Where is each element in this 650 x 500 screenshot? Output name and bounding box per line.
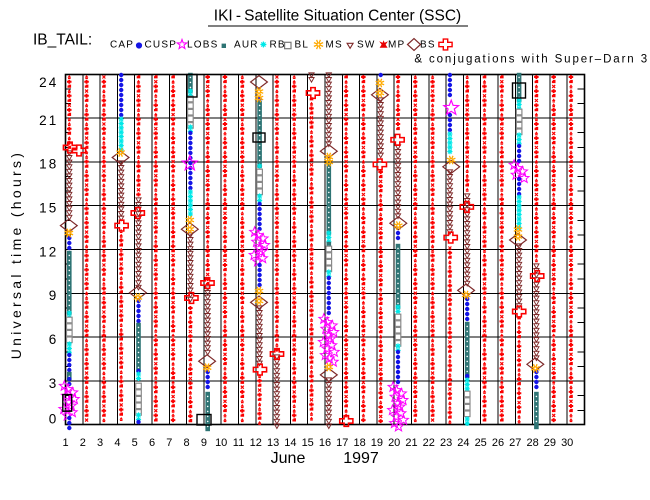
svg-text:16: 16 <box>319 437 331 449</box>
svg-text:SW: SW <box>357 40 376 51</box>
svg-text:24: 24 <box>39 75 58 90</box>
svg-text:21: 21 <box>39 113 58 128</box>
svg-text:LOBS: LOBS <box>187 40 218 51</box>
svg-text:28: 28 <box>526 437 538 449</box>
svg-text:3: 3 <box>49 376 59 391</box>
svg-text:18: 18 <box>353 437 365 449</box>
svg-text:19: 19 <box>371 437 383 449</box>
svg-text:12: 12 <box>39 244 58 259</box>
svg-text:5: 5 <box>132 437 138 449</box>
svg-text:CAP: CAP <box>110 40 134 51</box>
svg-text:4: 4 <box>114 437 120 449</box>
svg-text:20: 20 <box>388 437 400 449</box>
svg-text:0: 0 <box>49 411 59 426</box>
svg-text:21: 21 <box>405 437 417 449</box>
svg-text:25: 25 <box>475 437 487 449</box>
svg-text:RB: RB <box>270 40 286 51</box>
svg-text:15: 15 <box>302 437 314 449</box>
svg-text:June: June <box>271 450 306 467</box>
svg-text:23: 23 <box>440 437 452 449</box>
svg-text:14: 14 <box>284 437 296 449</box>
svg-text:3: 3 <box>97 437 103 449</box>
svg-text:30: 30 <box>561 437 573 449</box>
svg-text:26: 26 <box>492 437 504 449</box>
svg-text:BS: BS <box>420 40 436 51</box>
svg-text:2: 2 <box>80 437 86 449</box>
svg-text:12: 12 <box>250 437 262 449</box>
svg-text:1997: 1997 <box>343 450 379 467</box>
svg-text:CUSP: CUSP <box>145 40 178 51</box>
svg-text:11: 11 <box>233 437 244 449</box>
svg-text:IB_TAIL:: IB_TAIL: <box>33 32 92 49</box>
svg-text:29: 29 <box>544 437 556 449</box>
svg-text:22: 22 <box>423 437 435 449</box>
svg-text:1: 1 <box>62 437 68 449</box>
svg-text:27: 27 <box>509 437 521 449</box>
svg-text:17: 17 <box>336 437 348 449</box>
svg-text:6: 6 <box>49 332 59 347</box>
svg-text:9: 9 <box>49 288 59 303</box>
svg-text:24: 24 <box>457 437 469 449</box>
svg-text:MS: MS <box>326 40 343 51</box>
svg-text:15: 15 <box>39 201 58 216</box>
svg-text:IKI - Satellite Situation Cent: IKI - Satellite Situation Center (SSC) <box>214 8 461 25</box>
svg-text:13: 13 <box>267 437 279 449</box>
svg-text:6: 6 <box>149 437 155 449</box>
svg-text:8: 8 <box>184 437 190 449</box>
svg-text:7: 7 <box>166 437 172 449</box>
svg-text:BL: BL <box>295 40 310 51</box>
svg-text:9: 9 <box>201 437 207 449</box>
svg-text:MP: MP <box>388 40 405 51</box>
svg-text:& conjugations with Super–Darn: & conjugations with Super–Darn 3 <box>414 54 649 66</box>
svg-text:Universal time (hours): Universal time (hours) <box>8 150 24 360</box>
svg-text:AUR: AUR <box>234 40 259 51</box>
svg-text:10: 10 <box>215 437 227 449</box>
svg-text:18: 18 <box>39 157 58 172</box>
